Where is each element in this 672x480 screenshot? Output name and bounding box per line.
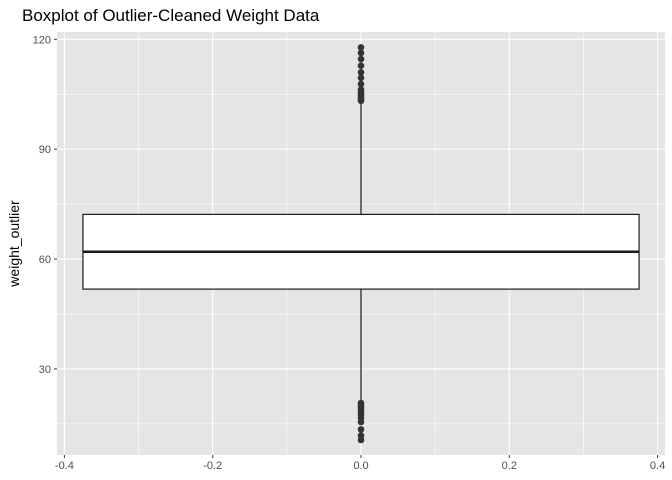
x-tick-label: -0.4 (55, 460, 74, 472)
outlier-point (357, 86, 365, 93)
outlier-point (357, 80, 365, 88)
outlier-point (357, 436, 365, 444)
y-tick-label: 90 (39, 144, 51, 156)
outlier-point (357, 49, 365, 57)
outlier-point (357, 74, 365, 82)
outlier-point (357, 418, 365, 426)
outlier-point (357, 44, 365, 51)
x-tick-label: 0.4 (650, 460, 665, 472)
x-tick-label: 0.2 (502, 460, 517, 472)
y-tick-label: 120 (33, 34, 51, 46)
x-tick-label: 0.0 (353, 460, 368, 472)
outlier-point (357, 55, 365, 63)
y-axis-title: weight_outlier (6, 200, 22, 288)
chart-title: Boxplot of Outlier-Cleaned Weight Data (22, 6, 320, 25)
outlier-point (357, 68, 365, 76)
outlier-point (357, 62, 365, 69)
y-tick-label: 60 (39, 254, 51, 266)
axes: -0.4 -0.2 0.0 0.2 0.4 30 60 90 120 (33, 34, 666, 472)
boxplot-marks (82, 44, 640, 444)
outlier-point (357, 426, 365, 433)
y-tick-label: 30 (39, 364, 51, 376)
x-tick-label: -0.2 (203, 460, 222, 472)
